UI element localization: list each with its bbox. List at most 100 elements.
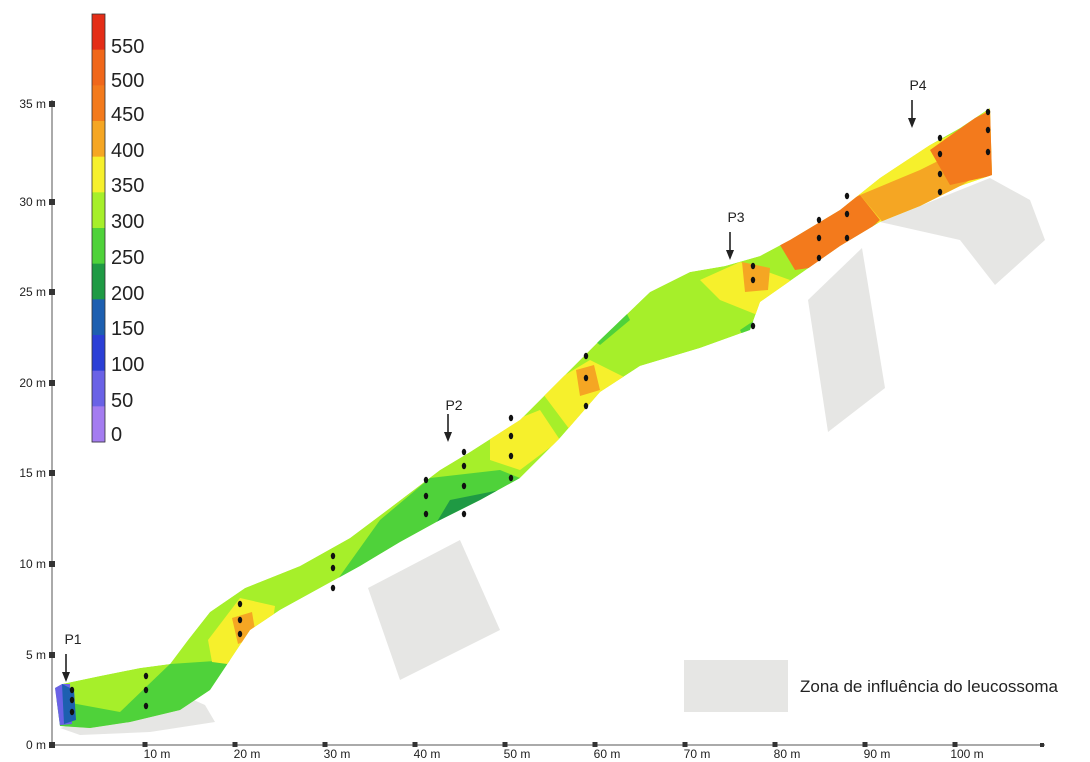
zone-450-b <box>930 108 992 185</box>
electrode-dot <box>816 216 822 224</box>
scale-band-100 <box>92 335 105 372</box>
scale-band-300 <box>92 192 105 229</box>
legend-swatch <box>684 660 788 712</box>
x-tick-label: 50 m <box>504 747 531 761</box>
profile-marker-p2: P2 <box>445 397 462 413</box>
scale-band-400 <box>92 121 105 158</box>
y-tick-mark <box>49 199 55 205</box>
x-tick-mark <box>142 742 148 747</box>
electrode-dot <box>937 170 943 178</box>
scale-label-500: 500 <box>111 70 144 92</box>
electrode-dot <box>461 448 467 456</box>
x-tick-label: 60 m <box>594 747 621 761</box>
scale-label-250: 250 <box>111 247 144 269</box>
electrode-dot <box>423 492 429 500</box>
scale-label-150: 150 <box>111 318 144 340</box>
x-tick-label: 30 m <box>324 747 351 761</box>
electrode-dot <box>143 672 149 680</box>
y-tick-label: 15 m <box>19 466 46 480</box>
slope-section <box>55 108 992 728</box>
leucosome-zone-4 <box>880 178 1045 285</box>
electrode-dot <box>423 476 429 484</box>
scale-frame <box>91 13 106 443</box>
electrode-dot <box>844 210 850 218</box>
legend: Zona de influência do leucossoma <box>684 660 1059 712</box>
x-tick-mark <box>592 742 598 747</box>
x-tick-label: 90 m <box>864 747 891 761</box>
electrode-dot <box>750 322 756 330</box>
electrode-dot <box>816 254 822 262</box>
electrode-dot <box>330 584 336 592</box>
x-tick-mark <box>952 742 958 747</box>
scale-band-50 <box>92 370 105 407</box>
electrode-dot <box>816 234 822 242</box>
electrode-dot <box>937 150 943 158</box>
axes: 0 m 5 m 10 m 15 m 20 m 25 m 30 m 35 m 10 m 20 m 30… <box>19 97 1045 761</box>
scale-label-400: 400 <box>111 140 144 162</box>
electrode-markers <box>69 108 991 716</box>
marker-arrow-head <box>444 432 452 442</box>
scale-band-550 <box>92 14 105 51</box>
electrode-dot <box>583 374 589 382</box>
electrode-dot <box>461 482 467 490</box>
electrode-dot <box>508 474 514 482</box>
electrode-dot <box>583 352 589 360</box>
x-tick-label: 20 m <box>234 747 261 761</box>
scale-band-0 <box>92 406 105 443</box>
x-tick-mark <box>322 742 328 747</box>
y-tick-mark <box>49 652 55 658</box>
electrode-dot <box>330 564 336 572</box>
y-tick-mark <box>49 380 55 386</box>
electrode-dot <box>508 414 514 422</box>
electrode-dot <box>237 630 243 638</box>
profile-markers: P1 P2 P3 P4 <box>62 77 927 682</box>
electrode-dot <box>583 402 589 410</box>
scale-band-150 <box>92 299 105 336</box>
y-tick-mark <box>49 289 55 295</box>
marker-arrow-head <box>726 250 734 260</box>
electrode-dot <box>237 616 243 624</box>
x-tick-label: 10 m <box>144 747 171 761</box>
electrode-dot <box>461 510 467 518</box>
scale-label-350: 350 <box>111 175 144 197</box>
profile-marker-p4: P4 <box>909 77 926 93</box>
y-tick-label: 0 m <box>26 738 46 752</box>
scale-label-550: 550 <box>111 36 144 58</box>
y-tick-label: 35 m <box>19 97 46 111</box>
x-tick-mark <box>682 742 688 747</box>
electrode-dot <box>69 708 75 716</box>
electrode-dot <box>985 108 991 116</box>
profile-marker-p3: P3 <box>727 209 744 225</box>
x-tick-mark <box>772 742 778 747</box>
electrode-dot <box>143 702 149 710</box>
leucosome-zone-2 <box>368 540 500 680</box>
electrode-dot <box>937 188 943 196</box>
scale-band-250 <box>92 228 105 265</box>
electrode-dot <box>508 452 514 460</box>
marker-arrow-head <box>62 672 70 682</box>
electrode-dot <box>750 262 756 270</box>
zone-400-c <box>576 365 600 396</box>
x-tick-mark <box>862 742 868 747</box>
x-tick-label: 80 m <box>774 747 801 761</box>
y-tick-mark <box>49 101 55 107</box>
scale-label-0: 0 <box>111 424 122 446</box>
y-tick-mark <box>49 561 55 567</box>
x-tick-mark <box>232 742 238 747</box>
scale-label-200: 200 <box>111 283 144 305</box>
electrode-dot <box>985 126 991 134</box>
scale-band-500 <box>92 49 105 86</box>
electrode-dot <box>69 696 75 704</box>
electrode-dot <box>423 510 429 518</box>
y-tick-label: 5 m <box>26 648 46 662</box>
y-tick-mark <box>49 470 55 476</box>
y-tick-label: 25 m <box>19 285 46 299</box>
electrode-dot <box>143 686 149 694</box>
leucosome-zone-3 <box>808 248 885 432</box>
legend-label: Zona de influência do leucossoma <box>800 677 1059 696</box>
y-tick-label: 20 m <box>19 376 46 390</box>
leucosome-zones <box>60 178 1045 735</box>
electrode-dot <box>461 462 467 470</box>
x-tick-mark <box>412 742 418 747</box>
